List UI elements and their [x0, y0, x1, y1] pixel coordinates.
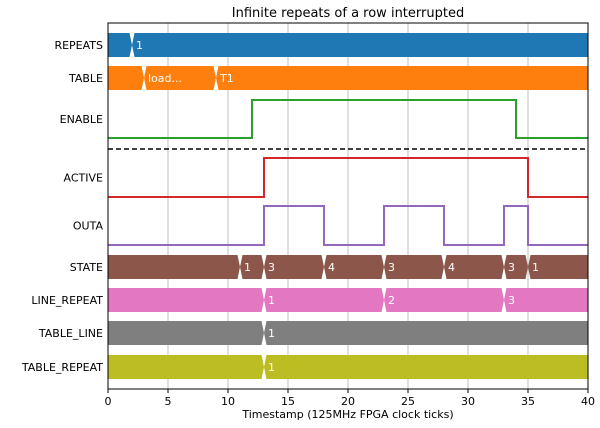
bus-value-label: 3: [508, 294, 515, 307]
bus-segment: [108, 33, 132, 57]
row-outa: OUTA: [73, 205, 588, 246]
bus-segment: [132, 33, 588, 57]
signal-rows: REPEATS 1 TABLE load... T1 ENABLE ACTIVE OUTA ST…: [21, 33, 588, 379]
bus-value-label: 1: [244, 261, 251, 274]
row-table: TABLE load... T1: [68, 66, 588, 90]
bus-value-label: 2: [388, 294, 395, 307]
bus-value-label: 3: [388, 261, 395, 274]
row-repeats: REPEATS 1: [54, 33, 588, 57]
bus-segment: [264, 355, 588, 379]
x-tick-label: 0: [105, 395, 112, 408]
bus-segment: [108, 355, 264, 379]
bit-waveform: [108, 205, 588, 246]
x-axis: 0 5 10 15 20 25 30 35 40: [105, 389, 595, 408]
bus-value-label: 3: [508, 261, 515, 274]
bit-waveform: [108, 157, 588, 198]
bus-segment: [264, 321, 588, 345]
bus-segment: [144, 66, 216, 90]
x-tick-label: 30: [461, 395, 475, 408]
bus-segment: [504, 288, 588, 312]
x-tick-label: 20: [341, 395, 355, 408]
bus-value-label: 3: [268, 261, 275, 274]
bus-segment: [384, 288, 504, 312]
row-label: TABLE_LINE: [38, 327, 103, 340]
bus-value-label: 1: [268, 327, 275, 340]
row-label: OUTA: [73, 220, 104, 233]
bus-value-label: 1: [268, 294, 275, 307]
bus-value-label: 4: [448, 261, 455, 274]
row-table-repeat: TABLE_REPEAT 1: [21, 355, 588, 379]
bus-value-label: 1: [136, 39, 143, 52]
bus-segment: [108, 255, 240, 279]
bus-value-label: 1: [532, 261, 539, 274]
row-state: STATE 1 3 4 3 4 3 1: [70, 255, 588, 279]
x-tick-label: 40: [581, 395, 595, 408]
bus-value-label: T1: [219, 72, 234, 85]
bus-segment: [444, 255, 504, 279]
bus-segment: [384, 255, 444, 279]
bus-segment: [108, 288, 264, 312]
row-label: ACTIVE: [64, 172, 104, 185]
bus-segment: [504, 255, 528, 279]
row-label: LINE_REPEAT: [31, 294, 103, 307]
bus-segment: [108, 66, 144, 90]
bus-segment: [108, 321, 264, 345]
bus-segment: [528, 255, 588, 279]
row-active: ACTIVE: [64, 157, 588, 198]
bus-segment: [264, 255, 324, 279]
bus-segment: [216, 66, 588, 90]
bus-value-label: 1: [268, 361, 275, 374]
row-table-line: TABLE_LINE 1: [38, 321, 588, 345]
bus-value-label: 4: [328, 261, 335, 274]
row-label: STATE: [70, 261, 103, 274]
row-label: TABLE_REPEAT: [21, 361, 103, 374]
row-line-repeat: LINE_REPEAT 1 2 3: [31, 288, 588, 312]
chart-title: Infinite repeats of a row interrupted: [232, 6, 464, 21]
bit-waveform: [108, 99, 588, 139]
bus-segment: [324, 255, 384, 279]
x-axis-label: Timestamp (125MHz FPGA clock ticks): [241, 408, 453, 421]
x-tick-label: 35: [521, 395, 535, 408]
x-tick-label: 5: [165, 395, 172, 408]
row-label: REPEATS: [54, 39, 103, 52]
bus-segment: [264, 288, 384, 312]
bus-segment: [240, 255, 264, 279]
row-label: TABLE: [68, 72, 103, 85]
row-enable: ENABLE: [60, 99, 588, 139]
x-tick-label: 10: [221, 395, 235, 408]
row-label: ENABLE: [60, 113, 103, 126]
x-tick-label: 15: [281, 395, 295, 408]
x-tick-label: 25: [401, 395, 415, 408]
bus-value-label: load...: [148, 72, 182, 85]
